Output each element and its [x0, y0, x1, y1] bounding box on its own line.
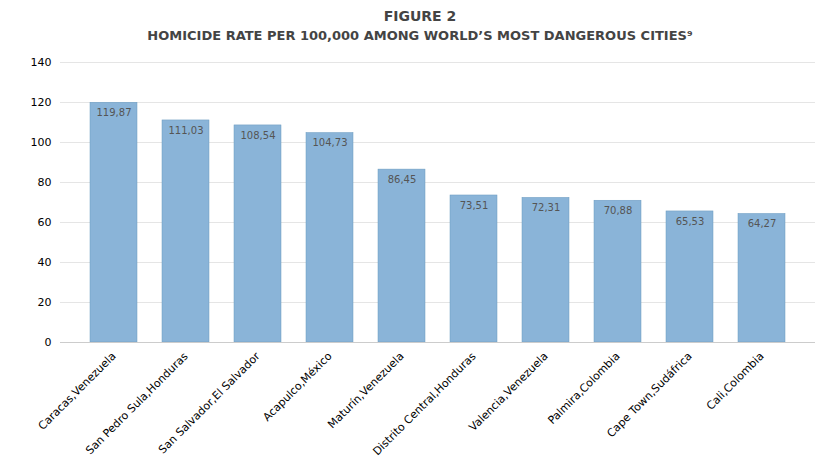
- svg-text:Maturín,Venezuela: Maturín,Venezuela: [325, 350, 406, 431]
- svg-text:San Salvador,El Salvador: San Salvador,El Salvador: [156, 349, 263, 456]
- svg-text:0: 0: [45, 336, 52, 349]
- svg-text:40: 40: [38, 256, 52, 269]
- svg-text:Cali,Colombia: Cali,Colombia: [704, 350, 767, 413]
- svg-text:86,45: 86,45: [388, 174, 417, 185]
- svg-text:140: 140: [31, 56, 52, 69]
- svg-text:104,73: 104,73: [313, 137, 348, 148]
- svg-text:80: 80: [38, 176, 52, 189]
- svg-text:119,87: 119,87: [97, 107, 132, 118]
- svg-text:San Pedro Sula,Honduras: San Pedro Sula,Honduras: [83, 349, 191, 458]
- svg-text:Caracas,Venezuela: Caracas,Venezuela: [36, 350, 119, 433]
- svg-text:Acapulco,México: Acapulco,México: [260, 350, 334, 424]
- svg-text:100: 100: [31, 136, 52, 149]
- svg-text:60: 60: [38, 216, 52, 229]
- svg-text:20: 20: [38, 296, 52, 309]
- svg-text:70,88: 70,88: [604, 205, 633, 216]
- svg-text:73,51: 73,51: [460, 200, 489, 211]
- svg-text:Cape Town,Sudáfrica: Cape Town,Sudáfrica: [604, 350, 694, 440]
- html-text:FIGURE 2: FIGURE 2: [383, 8, 457, 24]
- svg-text:108,54: 108,54: [241, 130, 276, 141]
- svg-text:Valencia,Venezuela: Valencia,Venezuela: [466, 350, 550, 434]
- svg-text:Palmira,Colombia: Palmira,Colombia: [545, 350, 622, 427]
- html-text:HOMICIDE RATE PER 100,000 AMON: HOMICIDE RATE PER 100,000 AMONG WORLD’S …: [147, 28, 693, 43]
- svg-text:65,53: 65,53: [676, 216, 705, 227]
- svg-text:111,03: 111,03: [169, 125, 204, 136]
- svg-text:Distrito Central,Honduras: Distrito Central,Honduras: [370, 350, 478, 458]
- svg-text:64,27: 64,27: [748, 218, 777, 229]
- svg-text:120: 120: [31, 96, 52, 109]
- svg-text:72,31: 72,31: [532, 202, 561, 213]
